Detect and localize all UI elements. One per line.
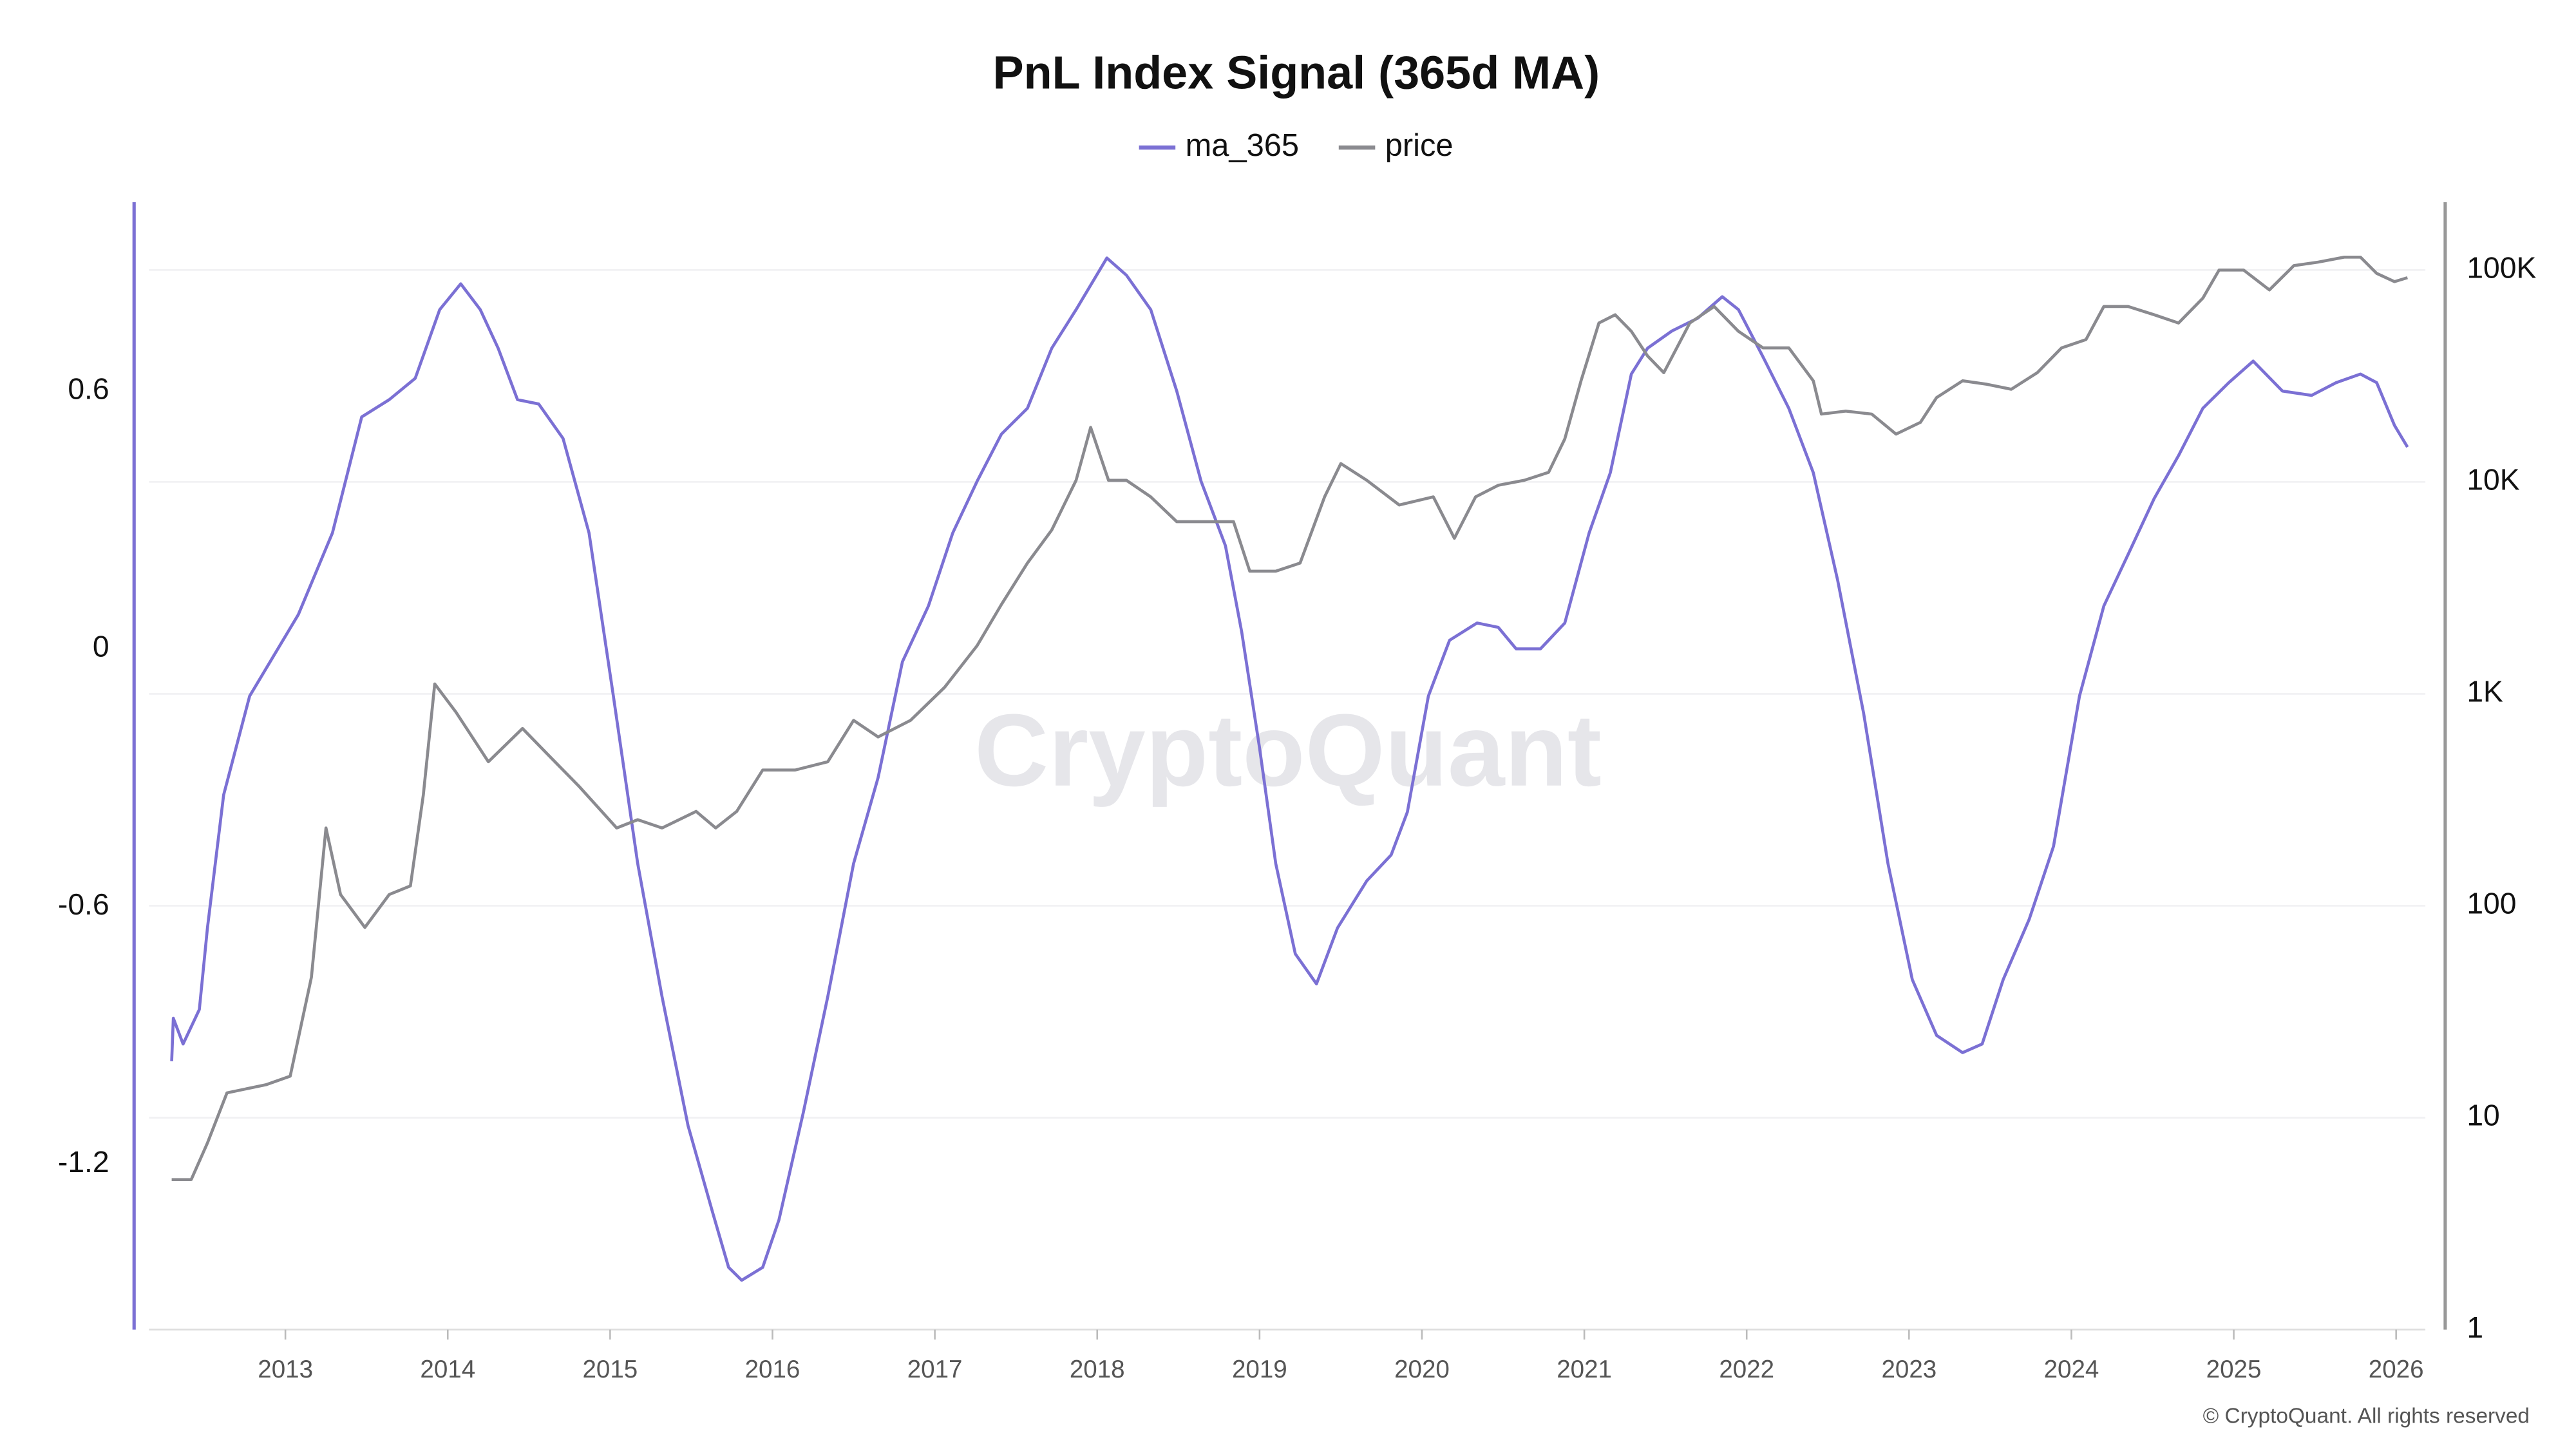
y2-tick-label: 10K	[2467, 463, 2519, 497]
x-tick-label: 2017	[907, 1356, 963, 1383]
y-tick-label: -1.2	[58, 1145, 109, 1179]
credit: © CryptoQuant. All rights reserved	[2203, 1405, 2530, 1428]
x-tick-label: 2026	[2369, 1356, 2424, 1383]
x-tick-label: 2025	[2206, 1356, 2262, 1383]
y2-tick-label: 1K	[2467, 675, 2503, 708]
x-tick-label: 2019	[1232, 1356, 1287, 1383]
x-tick-label: 2014	[420, 1356, 475, 1383]
y-tick-label: 0	[93, 630, 109, 663]
y-tick-label: 0.6	[68, 372, 109, 406]
x-tick-label: 2016	[745, 1356, 800, 1383]
y2-tick-label: 10	[2467, 1099, 2499, 1132]
x-tick-label: 2021	[1557, 1356, 1612, 1383]
x-tick-label: 2024	[2044, 1356, 2099, 1383]
x-tick-label: 2015	[582, 1356, 638, 1383]
series-line	[170, 256, 2409, 1282]
series-line	[171, 255, 2408, 1181]
x-tick-label: 2018	[1070, 1356, 1125, 1383]
x-tick-label: 2013	[258, 1356, 313, 1383]
watermark: CryptoQuant	[974, 693, 1602, 808]
y2-tick-label: 100K	[2467, 251, 2536, 285]
legend-label: price	[1385, 128, 1454, 163]
y-tick-label: -0.6	[58, 887, 109, 921]
chart-title: PnL Index Signal (365d MA)	[993, 48, 1600, 99]
y2-tick-label: 100	[2467, 887, 2516, 920]
legend-label: ma_365	[1186, 128, 1299, 163]
x-tick-label: 2022	[1719, 1356, 1774, 1383]
x-tick-label: 2020	[1394, 1356, 1450, 1383]
x-tick-label: 2023	[1881, 1356, 1937, 1383]
y2-tick-label: 1	[2467, 1311, 2483, 1344]
